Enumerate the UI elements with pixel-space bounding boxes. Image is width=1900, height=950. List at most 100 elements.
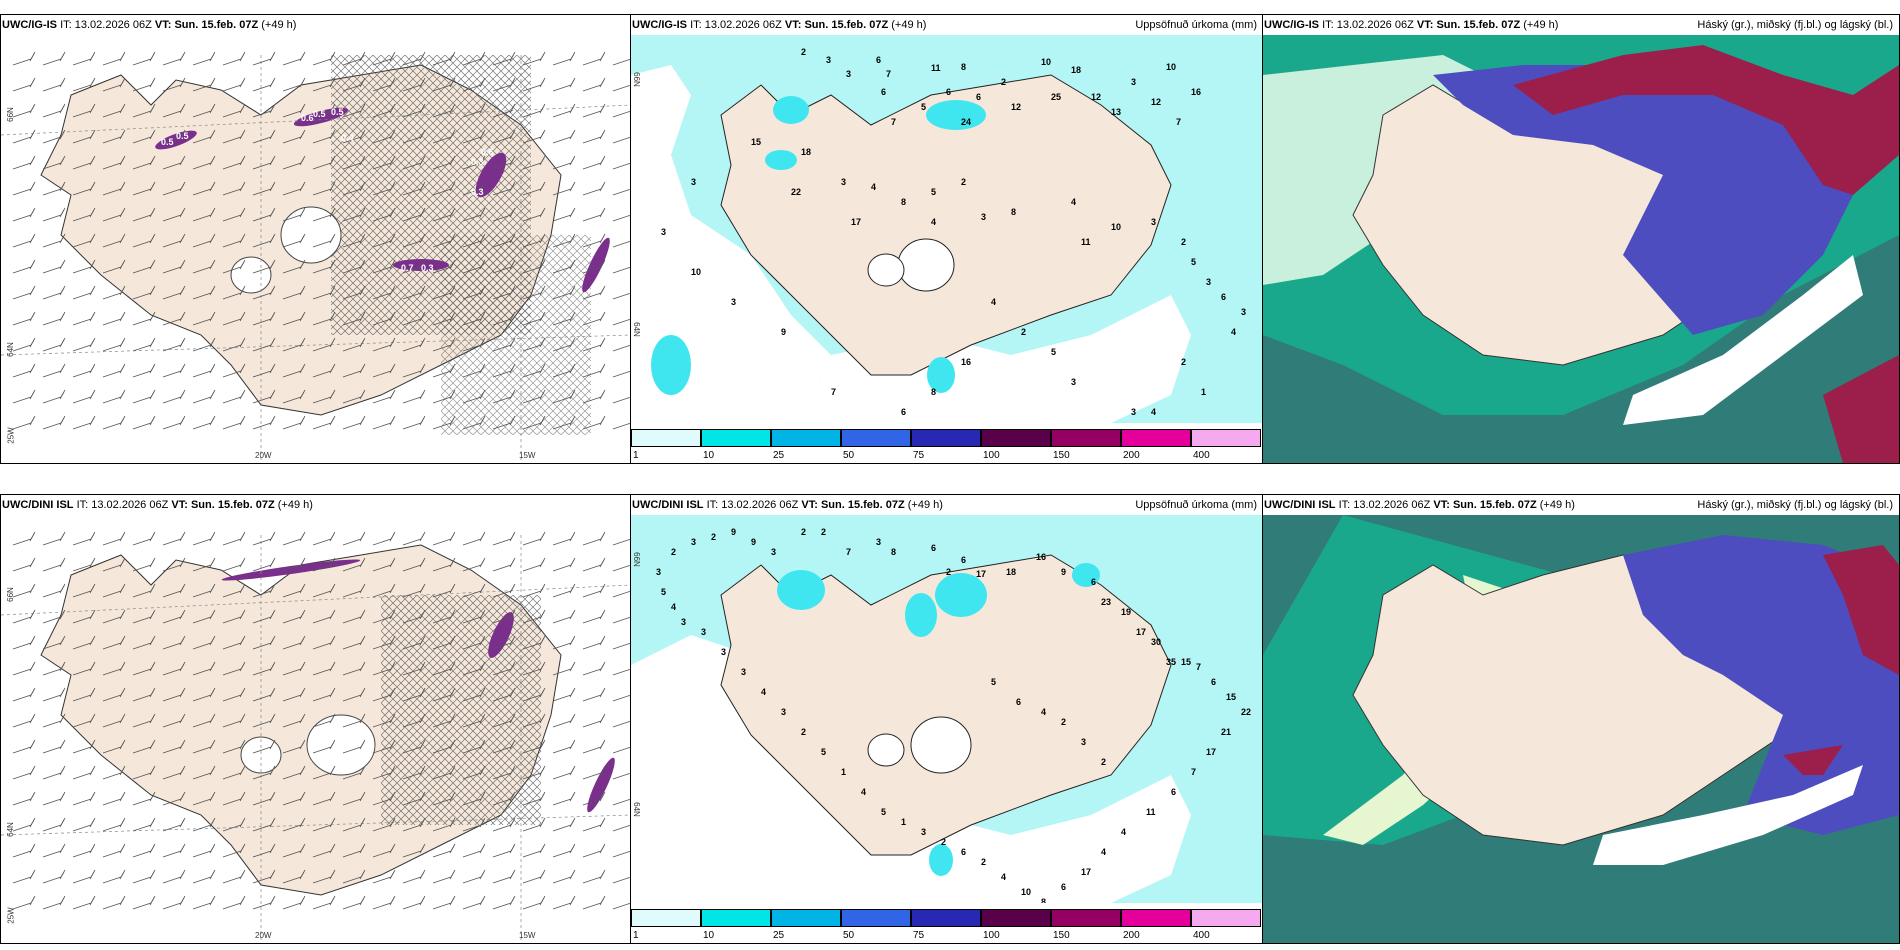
precip-value: 6 — [976, 92, 981, 102]
precip-value: 15 — [1226, 692, 1236, 702]
wind-barb — [552, 661, 576, 676]
wind-barb — [42, 843, 66, 858]
wind-barb — [72, 843, 96, 858]
wind-barb — [342, 609, 366, 624]
precip-value: 4 — [761, 687, 766, 697]
wind-barb — [342, 739, 366, 754]
wind-barb — [282, 739, 306, 754]
wind-barb — [162, 583, 186, 598]
precip-patch — [773, 96, 809, 124]
wind-barb — [492, 103, 516, 118]
wind-barb — [42, 233, 66, 248]
wind-barb — [282, 389, 306, 404]
wind-barb — [102, 713, 126, 728]
wind-barb — [432, 311, 456, 326]
wind-barb — [222, 609, 246, 624]
wind-barb — [402, 77, 426, 92]
wind-barb — [222, 895, 246, 910]
wind-barb — [162, 765, 186, 780]
precip-value: 3 — [981, 212, 986, 222]
precip-value: 6 — [876, 55, 881, 65]
wind-barb — [342, 531, 366, 546]
precip-value: 24 — [961, 117, 971, 127]
wind-barb — [282, 129, 306, 144]
wind-barb — [312, 557, 336, 572]
wind-barb — [222, 583, 246, 598]
wind-barb — [252, 259, 276, 274]
wind-barb — [342, 583, 366, 598]
wind-barb — [312, 77, 336, 92]
wind-barb — [72, 129, 96, 144]
wind-barb — [522, 389, 546, 404]
wind-barb — [132, 895, 156, 910]
wind-barb — [552, 817, 576, 832]
lon-label: 15W — [519, 931, 536, 940]
wind-barb — [12, 363, 36, 378]
wind-barb — [492, 207, 516, 222]
wind-barb — [522, 77, 546, 92]
wind-barb — [402, 129, 426, 144]
wind-barb — [522, 609, 546, 624]
hatch-area — [381, 595, 541, 825]
wind-barb — [102, 557, 126, 572]
precip-value: 12 — [1091, 92, 1101, 102]
wind-barb — [312, 765, 336, 780]
wind-barb — [72, 713, 96, 728]
wind-barb — [312, 661, 336, 676]
precip-value: 1 — [901, 817, 906, 827]
precip-value: 2 — [821, 527, 826, 537]
wind-barb — [552, 311, 576, 326]
precip-value: 9 — [751, 537, 756, 547]
wind-barb — [432, 77, 456, 92]
wind-barb — [42, 687, 66, 702]
wind-barb — [12, 817, 36, 832]
wind-barb — [312, 51, 336, 66]
precip-value: 6 — [1091, 577, 1096, 587]
wind-barb — [192, 259, 216, 274]
wind-barb — [582, 713, 606, 728]
colorbar-cell — [1191, 909, 1261, 927]
wind-barb — [582, 259, 606, 274]
wind-barb — [432, 259, 456, 274]
wind-barb — [522, 739, 546, 754]
wind-barb — [162, 51, 186, 66]
wind-barb — [252, 765, 276, 780]
wind-barb — [222, 363, 246, 378]
wind-barb — [582, 843, 606, 858]
wind-barb — [252, 869, 276, 884]
wind-barb — [12, 389, 36, 404]
panel-subtitle: Uppsöfnuð úrkoma (mm) — [1135, 499, 1257, 511]
wind-barb — [192, 739, 216, 754]
wind-barb — [192, 51, 216, 66]
wind-barb — [42, 155, 66, 170]
wind-barb — [42, 661, 66, 676]
wind-barb — [342, 791, 366, 806]
precip-value: 10 — [691, 267, 701, 277]
clear-strip — [1623, 255, 1863, 425]
wind-barb — [282, 661, 306, 676]
precip-patch — [935, 573, 987, 617]
wind-barb — [252, 791, 276, 806]
wind-barb — [552, 765, 576, 780]
precip-value: 3 — [691, 177, 696, 187]
wind-barb — [522, 155, 546, 170]
wind-barb — [432, 609, 456, 624]
wind-barb — [432, 791, 456, 806]
wind-barb — [132, 557, 156, 572]
wind-barb — [462, 765, 486, 780]
wind-barb — [282, 531, 306, 546]
precip-value: 11 — [1081, 237, 1091, 247]
wind-barb — [192, 843, 216, 858]
wind-barb — [252, 635, 276, 650]
wind-barb — [522, 557, 546, 572]
wind-barb — [132, 687, 156, 702]
cloud-map — [1263, 515, 1899, 943]
wind-barb — [162, 739, 186, 754]
wind-barb — [372, 661, 396, 676]
wind-barb — [222, 415, 246, 430]
wind-barb — [12, 583, 36, 598]
wind-barb — [102, 181, 126, 196]
wind-barb — [102, 389, 126, 404]
wind-barb — [12, 311, 36, 326]
wind-barb — [402, 869, 426, 884]
